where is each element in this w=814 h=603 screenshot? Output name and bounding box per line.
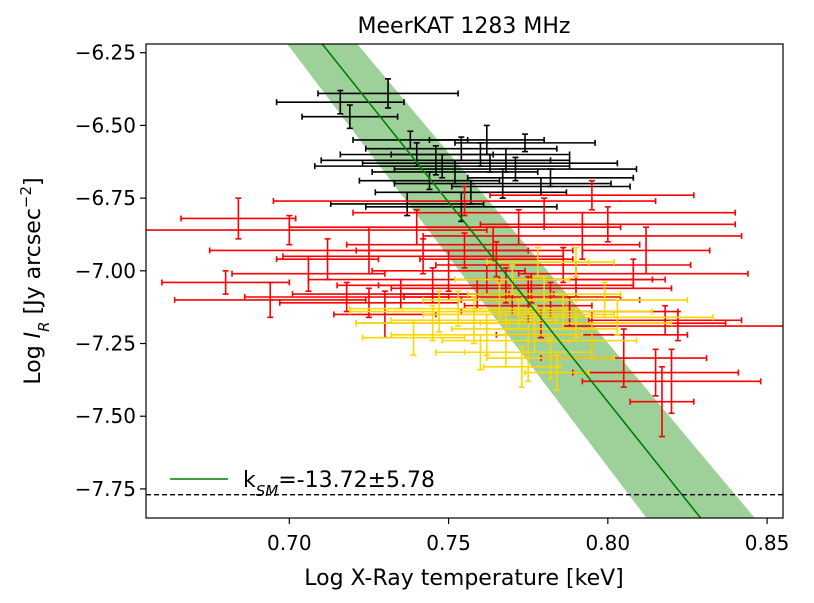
y-tick-label: −6.25	[75, 41, 136, 65]
y-tick-label: −7.00	[75, 259, 136, 283]
data-point-errorbar	[489, 179, 695, 211]
y-tick-label: −7.75	[75, 477, 136, 501]
data-point-errorbar	[275, 238, 380, 281]
x-tick-label: 0.70	[267, 531, 312, 555]
y-tick-label: −6.75	[75, 186, 136, 210]
data-point-errorbar	[454, 133, 596, 153]
data-point-errorbar	[317, 78, 459, 109]
data-point-errorbar	[428, 124, 545, 156]
data-point-errorbar	[393, 168, 612, 199]
y-axis-label: Log IR [Jy arcsec−2]	[17, 177, 53, 384]
data-point-errorbar	[571, 348, 740, 397]
data-point-errorbar	[441, 147, 571, 173]
y-tick-label: −7.25	[75, 332, 136, 356]
x-tick-label: 0.80	[586, 531, 631, 555]
data-point-errorbar	[231, 255, 386, 292]
data-point-errorbar	[482, 345, 561, 388]
legend: kSM=-13.72±5.78	[170, 468, 435, 500]
data-point-errorbar	[536, 246, 615, 278]
plot-frame	[145, 43, 784, 519]
data-point-errorbar	[587, 304, 743, 336]
fit-line	[321, 44, 702, 518]
data-point-errorbar	[454, 264, 571, 295]
data-point-errorbar	[329, 191, 485, 217]
data-point-errorbar	[301, 104, 399, 130]
data-point-errorbar	[390, 296, 558, 345]
data-point-errorbar	[364, 191, 558, 223]
data-series-layer	[146, 78, 783, 438]
data-point-errorbar	[524, 354, 590, 391]
data-point-errorbar	[355, 304, 510, 342]
data-point-errorbar	[521, 299, 714, 336]
data-point-errorbar	[629, 365, 695, 438]
data-point-errorbar	[272, 185, 657, 217]
x-axis: 0.70 0.75 0.80 0.85	[267, 518, 789, 555]
data-point-errorbar	[371, 249, 526, 292]
data-point-errorbar	[358, 171, 501, 191]
y-axis: −6.25 −6.50 −6.75 −7.00 −7.25 −7.50 −7.75	[75, 41, 146, 501]
series-red	[146, 179, 783, 438]
series-yellow	[349, 246, 714, 391]
data-point-errorbar	[173, 281, 367, 319]
data-point-errorbar	[415, 208, 622, 246]
y-tick-label: −6.50	[75, 113, 136, 137]
data-point-errorbar	[581, 226, 711, 275]
chart-title: MeerKAT 1283 MHz	[358, 14, 571, 39]
data-point-errorbar	[278, 287, 459, 319]
data-point-errorbar	[393, 156, 638, 182]
y-tick-label: −7.50	[75, 404, 136, 428]
fit-confidence-band	[287, 44, 755, 518]
data-point-errorbar	[390, 313, 584, 356]
data-point-errorbar	[361, 319, 466, 356]
data-point-errorbar	[180, 197, 297, 240]
data-point-errorbar	[349, 290, 530, 333]
data-point-errorbar	[419, 240, 574, 278]
data-point-errorbar	[435, 333, 526, 371]
legend-label: kSM=-13.72±5.78	[243, 468, 435, 500]
plot-area	[146, 44, 783, 518]
x-tick-label: 0.75	[426, 531, 471, 555]
data-point-errorbar	[521, 281, 689, 319]
data-point-errorbar	[581, 348, 762, 415]
data-point-errorbar	[546, 322, 638, 359]
data-point-errorbar	[466, 275, 622, 313]
data-point-errorbar	[517, 258, 749, 290]
x-axis-label: Log X-Ray temperature [keV]	[304, 566, 623, 591]
data-point-errorbar	[435, 246, 692, 284]
data-point-errorbar	[352, 197, 737, 229]
x-tick-label: 0.85	[745, 531, 790, 555]
series-black	[275, 78, 638, 223]
data-point-errorbar	[275, 89, 405, 115]
